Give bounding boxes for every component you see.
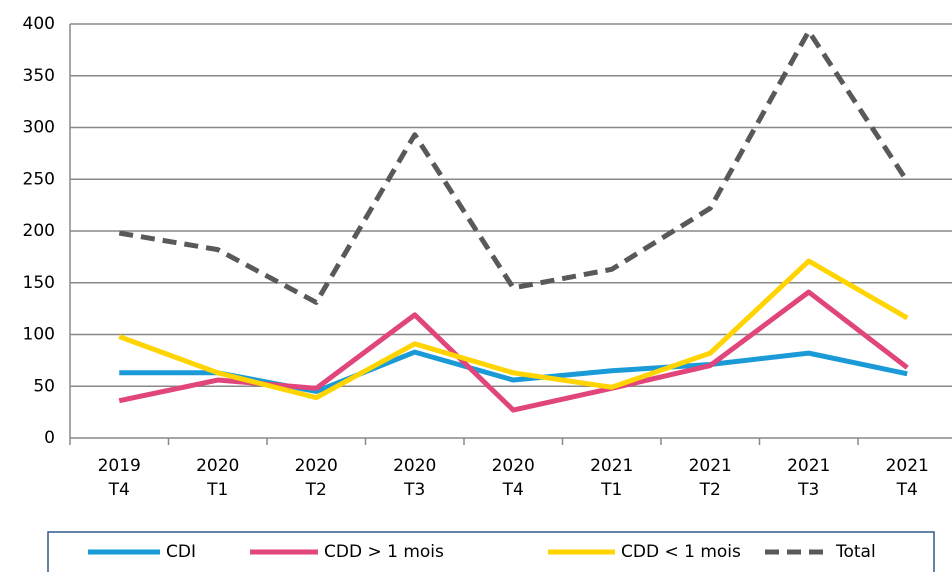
x-tick-label: T4 [502, 480, 524, 500]
x-tick-label: T3 [797, 480, 819, 500]
x-tick-label: 2021 [787, 456, 830, 476]
legend-label: CDD > 1 mois [324, 542, 444, 562]
legend-label: Total [835, 542, 876, 562]
x-tick-label: T2 [305, 480, 327, 500]
y-tick-label: 150 [23, 273, 55, 293]
x-tick-label: 2019 [98, 456, 141, 476]
x-tick-label: T1 [206, 480, 228, 500]
y-tick-label: 300 [23, 118, 55, 138]
x-tick-label: T2 [699, 480, 721, 500]
series-line [118, 258, 909, 401]
x-tick-label: 2021 [886, 456, 929, 476]
y-tick-label: 350 [23, 66, 55, 86]
x-tick-label: 2020 [295, 456, 338, 476]
x-tick-label: T4 [896, 480, 918, 500]
x-tick-label: 2021 [590, 456, 633, 476]
series-line [118, 28, 910, 305]
y-tick-label: 400 [23, 14, 55, 34]
series-line [118, 289, 909, 413]
x-tick-label: 2020 [393, 456, 436, 476]
x-tick-label: 2020 [196, 456, 239, 476]
legend-label: CDI [166, 542, 196, 562]
x-tick-label: 2020 [492, 456, 535, 476]
x-tick-label: T4 [108, 480, 130, 500]
y-tick-label: 50 [33, 376, 55, 396]
y-tick-label: 0 [44, 428, 55, 448]
x-tick-label: T1 [600, 480, 622, 500]
legend-box [47, 531, 935, 572]
y-tick-label: 200 [23, 221, 55, 241]
x-tick-label: T3 [403, 480, 425, 500]
x-tick-label: 2021 [689, 456, 732, 476]
legend-label: CDD < 1 mois [621, 542, 741, 562]
y-tick-label: 250 [23, 169, 55, 189]
y-tick-label: 100 [23, 325, 55, 345]
